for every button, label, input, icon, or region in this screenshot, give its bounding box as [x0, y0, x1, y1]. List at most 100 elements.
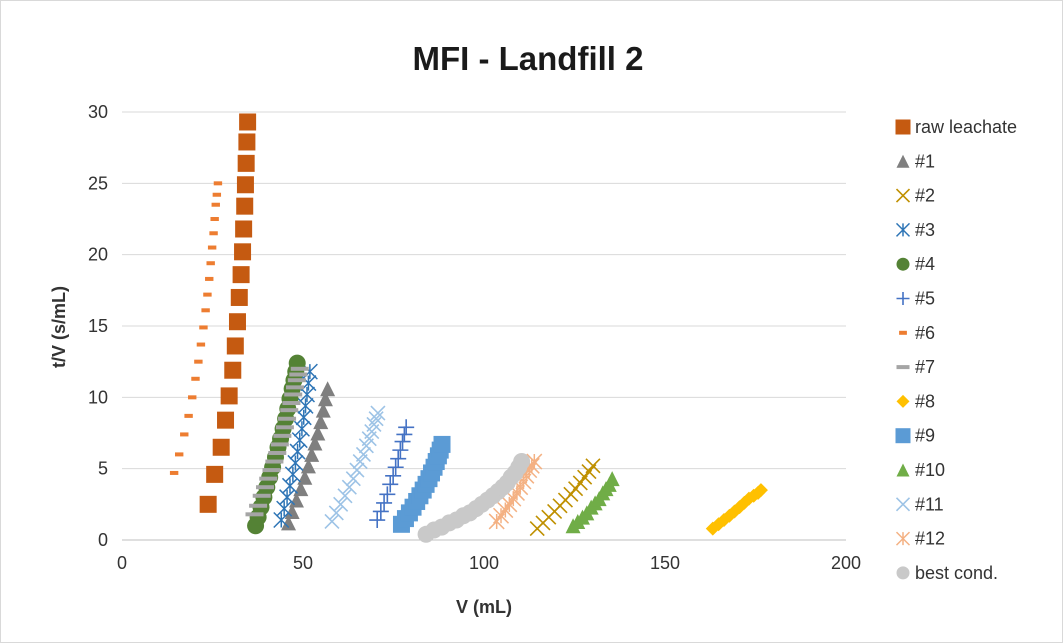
data-point: [238, 133, 256, 151]
x-tick-label: 0: [117, 553, 127, 573]
data-point: [230, 288, 248, 306]
legend-label: #12: [915, 529, 945, 549]
series-10: [392, 435, 451, 533]
data-point: [355, 446, 372, 462]
x-axis-ticks: 0 50 100 150 200: [117, 553, 861, 573]
data-point: [394, 433, 411, 450]
data-point: [382, 476, 399, 493]
data-point: [284, 503, 300, 519]
data-point: [433, 435, 451, 453]
data-point: [286, 385, 305, 390]
data-point: [273, 511, 290, 529]
data-point: [276, 500, 293, 517]
data-point: [213, 181, 223, 186]
series-4: [273, 363, 318, 529]
series-3: [529, 458, 601, 537]
y-tick-label: 5: [98, 459, 108, 479]
data-point: [392, 442, 409, 459]
data-point: [753, 483, 768, 498]
legend: raw leachate #1 #2 #3 #4 #5 #6 #7 #8 #9 #10 #11 #12 b…: [895, 117, 1017, 583]
data-point: [604, 471, 620, 487]
data-point: [297, 469, 313, 485]
legend-item: #5: [896, 289, 935, 309]
x-tick-label: 200: [831, 553, 861, 573]
data-point: [282, 401, 301, 406]
plot-area: [169, 113, 768, 543]
legend-label: best cond.: [915, 563, 998, 583]
data-point: [199, 325, 208, 330]
data-point: [376, 494, 393, 511]
legend-label: #11: [915, 494, 944, 514]
data-point: [304, 446, 320, 462]
data-point: [206, 261, 215, 266]
data-point: [207, 245, 217, 250]
legend-marker: [895, 188, 911, 203]
data-point: [180, 432, 189, 437]
data-point: [224, 361, 242, 379]
data-point: [232, 266, 250, 284]
data-point: [169, 470, 179, 475]
data-point: [212, 192, 222, 197]
data-point: [205, 276, 214, 281]
y-tick-label: 15: [88, 316, 108, 336]
legend-marker: [896, 292, 910, 305]
data-point: [278, 416, 297, 421]
y-axis-label: t/V (s/mL): [49, 286, 69, 368]
series-12: [324, 405, 386, 530]
data-point: [255, 485, 274, 490]
data-point: [341, 479, 357, 495]
data-point: [366, 416, 382, 433]
data-point: [320, 381, 336, 397]
data-point: [281, 515, 297, 531]
legend-label: #2: [915, 186, 935, 206]
data-point: [201, 308, 210, 313]
y-axis-ticks: 0 5 10 15 20 25 30: [88, 102, 108, 550]
data-point: [212, 438, 230, 456]
x-tick-label: 100: [469, 553, 499, 573]
legend-marker: [895, 531, 911, 546]
legend-item: best cond.: [896, 563, 998, 583]
data-point: [275, 425, 294, 430]
legend-marker: [899, 330, 907, 335]
legend-marker: [896, 257, 910, 271]
chart-title: MFI - Landfill 2: [413, 40, 644, 77]
data-point: [300, 458, 316, 474]
data-point: [199, 495, 217, 513]
data-point: [188, 395, 197, 400]
data-point: [236, 197, 254, 215]
data-point: [262, 468, 281, 473]
data-point: [328, 505, 344, 521]
legend-item: #9: [895, 426, 935, 446]
data-point: [398, 419, 415, 436]
x-axis-label: V (mL): [456, 597, 512, 617]
y-tick-label: 25: [88, 173, 108, 193]
series-1: [199, 113, 257, 513]
series-7: [169, 181, 223, 475]
legend-marker: [895, 222, 911, 237]
data-point: [265, 459, 284, 464]
data-point: [245, 512, 264, 517]
data-point: [270, 442, 289, 447]
legend-label: #7: [915, 357, 935, 377]
data-point: [211, 202, 220, 207]
legend-item: #10: [896, 460, 945, 480]
data-point: [210, 217, 219, 221]
data-point: [273, 433, 292, 438]
data-point: [387, 459, 404, 476]
data-point: [284, 392, 303, 397]
data-point: [722, 508, 737, 523]
data-point: [385, 467, 402, 484]
y-tick-label: 20: [88, 245, 108, 265]
legend-marker: [895, 119, 911, 135]
data-point: [259, 476, 278, 481]
data-point: [310, 425, 326, 441]
data-point: [307, 435, 323, 451]
data-point: [194, 359, 203, 364]
data-point: [206, 465, 224, 483]
data-point: [174, 452, 184, 457]
series-6: [369, 419, 415, 529]
data-point: [268, 450, 287, 455]
data-point: [369, 512, 386, 529]
